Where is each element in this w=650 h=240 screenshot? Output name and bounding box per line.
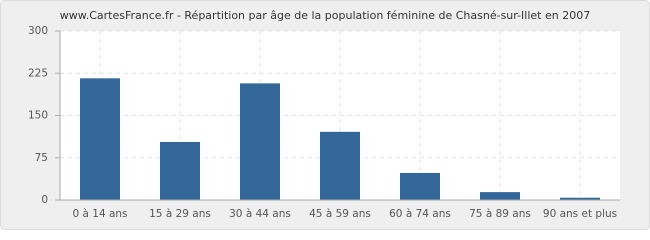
x-tick-label: 15 à 29 ans — [149, 208, 211, 220]
y-tick-label: 0 — [41, 194, 48, 206]
x-tick-label: 0 à 14 ans — [72, 208, 127, 220]
page: www.CartesFrance.fr - Répartition par âg… — [0, 0, 650, 230]
x-tick-label: 30 à 44 ans — [229, 208, 291, 220]
chart-title: www.CartesFrance.fr - Répartition par âg… — [60, 9, 590, 22]
y-tick-label: 225 — [28, 67, 48, 79]
x-tick-label: 75 à 89 ans — [469, 208, 531, 220]
x-tick-label: 45 à 59 ans — [309, 208, 371, 220]
bar — [400, 172, 440, 200]
bar — [560, 197, 600, 200]
bar — [480, 192, 520, 200]
y-tick-label: 150 — [28, 110, 48, 122]
y-tick-label: 300 — [28, 25, 48, 37]
chart: www.CartesFrance.fr - Répartition par âg… — [0, 0, 650, 230]
y-tick-label: 75 — [35, 152, 48, 164]
bar — [80, 78, 120, 200]
x-tick-label: 90 ans et plus — [543, 208, 617, 220]
bar — [160, 141, 200, 200]
x-tick-label: 60 à 74 ans — [389, 208, 451, 220]
bar — [320, 131, 360, 200]
bar — [240, 83, 280, 200]
